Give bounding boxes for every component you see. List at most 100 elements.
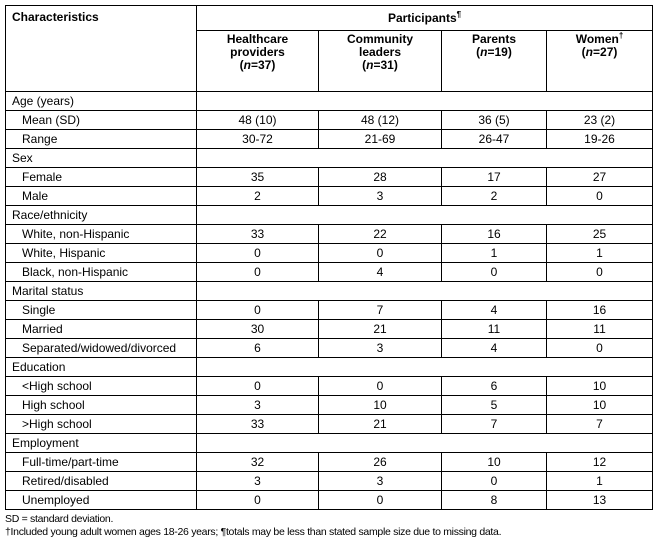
- value-cell: 10: [545, 395, 654, 415]
- section-row: Employment: [5, 433, 654, 453]
- section-row: Age (years): [5, 91, 654, 111]
- column-title-line2: providers: [230, 45, 285, 59]
- column-title: Healthcare: [226, 32, 289, 46]
- row-label: Separated/widowed/divorced: [5, 338, 197, 358]
- value-cell: 2: [196, 186, 319, 206]
- value-cell: 21-69: [318, 129, 442, 149]
- value-cell: 1: [545, 243, 654, 263]
- value-cell: 23 (2): [545, 110, 654, 130]
- section-title: Education: [5, 357, 197, 377]
- value-cell: 28: [318, 167, 442, 187]
- section-title: Sex: [5, 148, 197, 168]
- column-header: Women† (n=27): [545, 30, 654, 92]
- row-label: Range: [5, 129, 197, 149]
- column-title-line2: leaders: [358, 45, 402, 59]
- value-cell: 0: [196, 490, 319, 510]
- empty-cell: [195, 357, 654, 377]
- value-cell: 1: [545, 471, 654, 491]
- footnote-sd: SD = standard deviation.: [5, 513, 114, 525]
- value-cell: 0: [196, 300, 319, 320]
- column-title: Parents: [471, 32, 517, 46]
- table-row: Mean (SD) 48 (10) 48 (12) 36 (5) 23 (2): [5, 110, 654, 130]
- column-header: Community leaders (n=31): [318, 30, 442, 92]
- value-cell: 0: [318, 243, 442, 263]
- value-cell: 48 (12): [318, 110, 442, 130]
- table-row: White, Hispanic 0 0 1 1: [5, 243, 654, 263]
- row-label: High school: [5, 395, 197, 415]
- value-cell: 16: [441, 224, 547, 244]
- table-row: <High school 0 0 6 10: [5, 376, 654, 396]
- row-label: Married: [5, 319, 197, 339]
- value-cell: 33: [196, 414, 319, 434]
- table-row: High school 3 10 5 10: [5, 395, 654, 415]
- value-cell: 6: [441, 376, 547, 396]
- footnotes: SD = standard deviation. †Included young…: [5, 513, 657, 539]
- empty-cell: [195, 148, 654, 168]
- table-row: White, non-Hispanic 33 22 16 25: [5, 224, 654, 244]
- value-cell: 10: [545, 376, 654, 396]
- empty-cell: [195, 433, 654, 453]
- table-row: Range 30-72 21-69 26-47 19-26: [5, 129, 654, 149]
- row-label: White, Hispanic: [5, 243, 197, 263]
- column-title: Women: [575, 32, 619, 46]
- row-label: Retired/disabled: [5, 471, 197, 491]
- participants-mark: ¶: [456, 10, 462, 19]
- value-cell: 4: [318, 262, 442, 282]
- value-cell: 0: [318, 376, 442, 396]
- value-cell: 10: [318, 395, 442, 415]
- row-label: Black, non-Hispanic: [5, 262, 197, 282]
- value-cell: 7: [318, 300, 442, 320]
- participants-header: Participants¶: [195, 5, 654, 31]
- value-cell: 0: [545, 186, 654, 206]
- value-cell: 5: [441, 395, 547, 415]
- value-cell: 3: [318, 338, 442, 358]
- row-label: Female: [5, 167, 197, 187]
- value-cell: 0: [441, 471, 547, 491]
- value-cell: 32: [196, 452, 319, 472]
- value-cell: 8: [441, 490, 547, 510]
- section-title: Age (years): [5, 91, 197, 111]
- table-row: Single 0 7 4 16: [5, 300, 654, 320]
- value-cell: 13: [545, 490, 654, 510]
- value-cell: 26: [318, 452, 442, 472]
- value-cell: 36 (5): [441, 110, 547, 130]
- column-n: 31: [380, 58, 394, 72]
- section-row: Education: [5, 357, 654, 377]
- empty-cell: [195, 91, 654, 111]
- value-cell: 19-26: [545, 129, 654, 149]
- column-n: 27: [600, 45, 614, 59]
- value-cell: 0: [441, 262, 547, 282]
- value-cell: 7: [545, 414, 654, 434]
- column-n: 19: [494, 45, 508, 59]
- section-title: Marital status: [5, 281, 197, 301]
- table-row: Unemployed 0 0 8 13: [5, 490, 654, 510]
- table-row: Male 2 3 2 0: [5, 186, 654, 206]
- value-cell: 1: [441, 243, 547, 263]
- column-header: Parents (n=19): [441, 30, 547, 92]
- table-row: Retired/disabled 3 3 0 1: [5, 471, 654, 491]
- value-cell: 0: [318, 490, 442, 510]
- table-row: Full-time/part-time 32 26 10 12: [5, 452, 654, 472]
- empty-cell: [195, 205, 654, 225]
- section-title: Employment: [5, 433, 197, 453]
- section-title: Race/ethnicity: [5, 205, 197, 225]
- row-label: Mean (SD): [5, 110, 197, 130]
- value-cell: 6: [196, 338, 319, 358]
- row-label: Unemployed: [5, 490, 197, 510]
- column-title: Community: [347, 32, 413, 46]
- value-cell: 3: [196, 471, 319, 491]
- footnote-women-totals: †Included young adult women ages 18-26 y…: [5, 526, 502, 538]
- table-row: Married 30 21 11 11: [5, 319, 654, 339]
- row-label: Male: [5, 186, 197, 206]
- participant-characteristics-table: Characteristics Participants¶ Healthcare…: [5, 5, 654, 510]
- value-cell: 25: [545, 224, 654, 244]
- row-label: >High school: [5, 414, 197, 434]
- value-cell: 30-72: [196, 129, 319, 149]
- value-cell: 48 (10): [196, 110, 319, 130]
- column-n: 37: [258, 58, 272, 72]
- participants-label: Participants: [387, 11, 457, 25]
- value-cell: 2: [441, 186, 547, 206]
- row-label: White, non-Hispanic: [5, 224, 197, 244]
- value-cell: 22: [318, 224, 442, 244]
- value-cell: 11: [545, 319, 654, 339]
